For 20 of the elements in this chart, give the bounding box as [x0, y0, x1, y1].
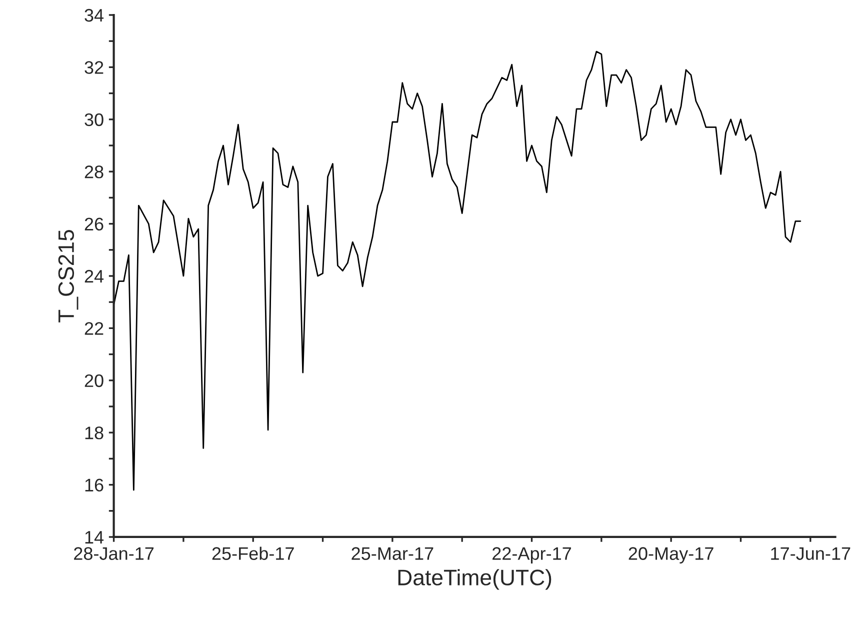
- y-tick-label: 26: [84, 218, 104, 231]
- y-tick-label: 18: [85, 426, 104, 440]
- line-series: [114, 50, 802, 491]
- x-tick-label: 22-Apr-17: [492, 547, 571, 564]
- y-tick-label: 30: [84, 113, 104, 126]
- y-tick-label: 24: [84, 270, 104, 283]
- y-tick-label: 32: [84, 61, 104, 74]
- y-tick-label: 28: [84, 166, 104, 178]
- x-tick-label: 20-May-17: [628, 547, 714, 564]
- y-axis-title: T_CS215: [58, 230, 78, 322]
- x-tick-label: 28-Jan-17: [74, 547, 154, 560]
- x-tick-label: 25-Mar-17: [352, 547, 434, 560]
- x-tick-label: 25-Feb-17: [212, 546, 294, 560]
- x-axis-title: DateTime(UTC): [398, 569, 552, 590]
- y-tick-label: 20: [84, 374, 104, 388]
- y-tick-label: 22: [84, 322, 104, 335]
- x-tick-label: 17-Jun-17: [771, 547, 850, 560]
- y-tick-label: 16: [85, 478, 104, 492]
- y-tick-label: 14: [85, 531, 104, 544]
- y-tick-label: 34: [84, 8, 104, 22]
